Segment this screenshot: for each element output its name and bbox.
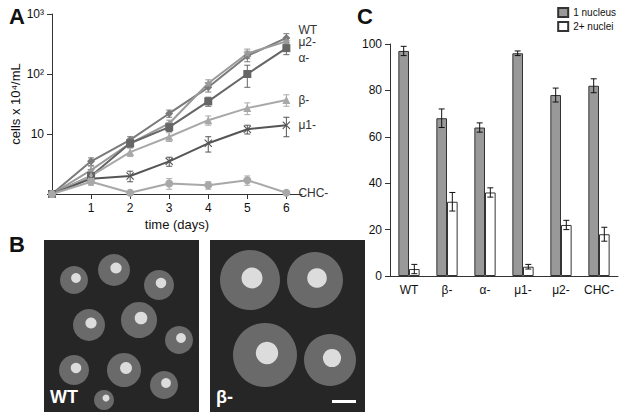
svg-text:α-: α- [480, 283, 491, 297]
svg-text:A: A [9, 4, 25, 29]
svg-text:CHC-: CHC- [584, 283, 614, 297]
svg-text:0: 0 [375, 269, 382, 283]
svg-text:μ1-: μ1- [298, 118, 316, 132]
svg-text:10³: 10³ [27, 7, 44, 21]
svg-text:WT: WT [400, 283, 419, 297]
svg-text:μ2-: μ2- [552, 283, 570, 297]
svg-text:β-: β- [298, 93, 309, 107]
svg-text:1 nucleus: 1 nucleus [573, 7, 616, 18]
svg-text:time (days): time (days) [145, 217, 209, 232]
svg-text:2+ nuclei: 2+ nuclei [573, 21, 613, 32]
svg-text:20: 20 [369, 223, 383, 237]
svg-text:B: B [9, 232, 25, 257]
svg-text:cells x 10⁴/mL: cells x 10⁴/mL [8, 63, 23, 144]
svg-text:2: 2 [127, 201, 134, 215]
svg-text:CHC-: CHC- [298, 186, 328, 200]
svg-text:60: 60 [369, 130, 383, 144]
svg-text:μ1-: μ1- [514, 283, 532, 297]
svg-text:WT: WT [50, 387, 78, 407]
svg-text:3: 3 [166, 201, 173, 215]
svg-text:40: 40 [369, 176, 383, 190]
svg-text:α-: α- [298, 51, 309, 65]
svg-text:10²: 10² [27, 67, 44, 81]
svg-text:μ2-: μ2- [298, 35, 316, 49]
svg-text:6: 6 [283, 201, 290, 215]
svg-text:80: 80 [369, 83, 383, 97]
svg-text:10: 10 [31, 127, 45, 141]
svg-text:WT: WT [298, 22, 317, 37]
svg-text:4: 4 [205, 201, 212, 215]
svg-text:5: 5 [244, 201, 251, 215]
svg-text:1: 1 [88, 201, 95, 215]
svg-text:β-: β- [442, 283, 453, 297]
svg-text:100: 100 [362, 37, 382, 51]
svg-text:β-: β- [216, 387, 233, 407]
svg-text:C: C [357, 4, 373, 29]
